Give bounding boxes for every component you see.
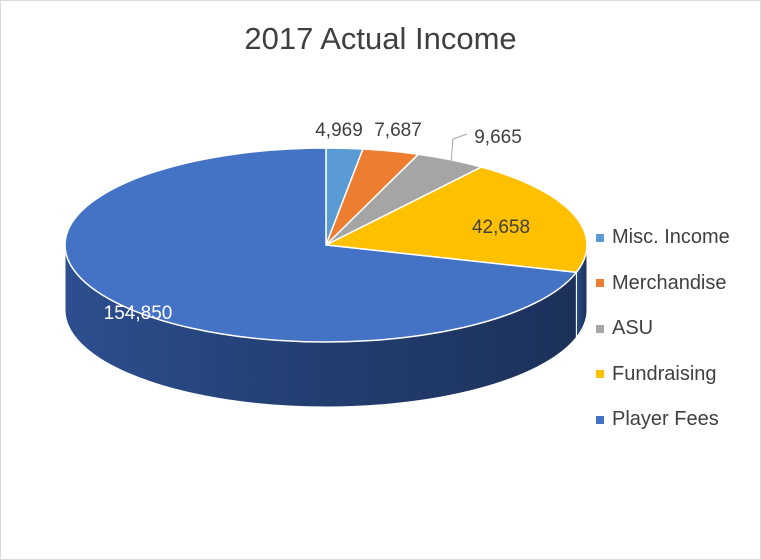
pie-data-labels: 4,969 7,687 9,665 42,658 154,850 xyxy=(104,120,530,324)
legend-item-merchandise: Merchandise xyxy=(596,261,756,307)
legend-label: Fundraising xyxy=(612,362,717,385)
legend: Misc. Income Merchandise ASU Fundraising… xyxy=(596,215,756,443)
legend-swatch-merchandise xyxy=(596,279,604,288)
legend-swatch-fundraising xyxy=(596,370,604,379)
legend-label: ASU xyxy=(612,317,654,340)
data-label: 42,658 xyxy=(472,217,530,238)
legend-label: Player Fees xyxy=(612,408,719,431)
pie-slice-player-fees xyxy=(64,147,578,343)
pie-top xyxy=(64,147,588,343)
legend-item-misc-income: Misc. Income xyxy=(596,215,756,261)
data-label: 9,665 xyxy=(474,127,522,148)
legend-swatch-player-fees xyxy=(596,415,604,424)
chart-title: 2017 Actual Income xyxy=(244,21,517,56)
data-label: 4,969 xyxy=(315,120,363,141)
legend-swatch-asu xyxy=(596,324,604,333)
legend-label: Misc. Income xyxy=(612,226,730,249)
legend-label: Merchandise xyxy=(612,271,727,294)
legend-item-asu: ASU xyxy=(596,306,756,352)
data-label: 7,687 xyxy=(374,120,422,141)
leader-line xyxy=(450,133,468,162)
legend-item-fundraising: Fundraising xyxy=(596,352,756,398)
legend-item-player-fees: Player Fees xyxy=(596,397,756,443)
pie-slice-fundraising xyxy=(323,166,588,274)
data-label: 154,850 xyxy=(104,303,173,324)
legend-swatch-misc-income xyxy=(596,233,604,242)
